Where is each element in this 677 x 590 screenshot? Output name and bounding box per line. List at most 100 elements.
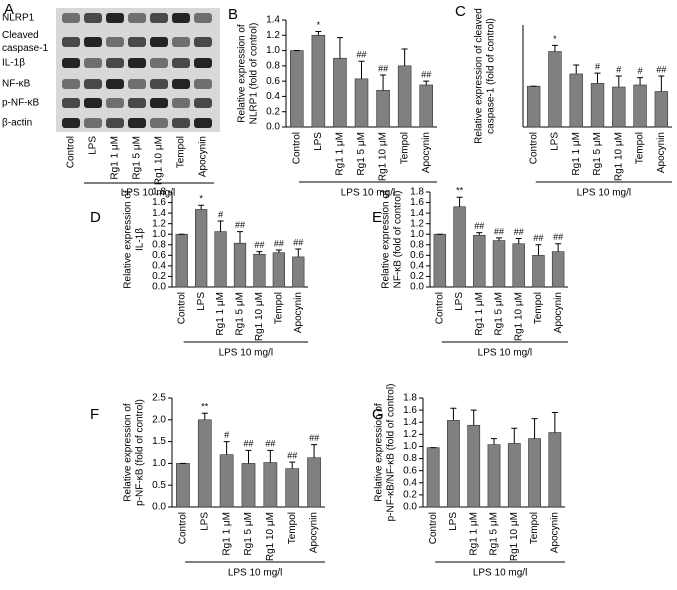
y-tick-label: 1.5 <box>152 436 166 447</box>
y-tick-label: 0.0 <box>152 502 166 513</box>
bar <box>272 252 285 288</box>
bar <box>292 256 305 288</box>
panel-letter: F <box>90 406 99 423</box>
y-tick-label: 1.6 <box>410 197 424 208</box>
y-tick-label: 1.8 <box>152 187 166 198</box>
blot-band <box>128 13 146 23</box>
y-tick-label: 1.0 <box>152 229 166 240</box>
x-tick-label: Rg1 10 μM <box>254 292 265 341</box>
y-tick-label: 0.2 <box>403 490 417 501</box>
blot-band <box>172 58 190 68</box>
y-axis-label: p-NF-κB/NF-κB (fold of control) <box>386 384 397 522</box>
x-tick-label: Apocynin <box>553 292 564 333</box>
lane-label: Tempol <box>176 136 187 168</box>
bar <box>526 85 541 128</box>
bar <box>473 234 486 288</box>
panel-letter: G <box>372 406 384 423</box>
blot-band <box>128 37 146 47</box>
y-axis-label: Relative expression of <box>237 24 248 123</box>
blot-band <box>62 58 80 68</box>
significance-label: ## <box>494 226 504 236</box>
y-tick-label: 0.0 <box>410 282 424 293</box>
bar <box>512 243 525 288</box>
blot-band <box>84 98 102 108</box>
lane-label: LPS <box>88 136 99 155</box>
bar <box>311 34 326 128</box>
y-axis-label: NF-κB (fold of control) <box>393 191 404 289</box>
significance-label: # <box>616 64 621 74</box>
bar <box>175 233 188 288</box>
y-tick-label: 0.8 <box>410 239 424 250</box>
y-axis-label: Relative expression of <box>374 403 385 502</box>
panel-letter: C <box>455 3 466 20</box>
y-axis-label: Relative expression of <box>123 190 134 289</box>
y-axis-label: NLRP1 (fold of control) <box>249 23 260 125</box>
error-bar <box>658 75 665 92</box>
error-bar <box>336 37 343 59</box>
x-tick-label: Rg1 1 μM <box>474 292 485 336</box>
y-tick-label: 1.6 <box>152 197 166 208</box>
significance-label: # <box>224 430 229 440</box>
blot-band <box>128 98 146 108</box>
error-bar <box>496 237 502 241</box>
blot-band <box>62 118 80 128</box>
significance-label: * <box>199 194 203 204</box>
bar <box>548 432 562 508</box>
x-tick-label: Rg1 1 μM <box>335 132 346 176</box>
x-tick-label: Control <box>528 132 539 164</box>
bar <box>507 443 521 508</box>
bar <box>467 424 481 508</box>
error-bar <box>511 427 518 444</box>
blot-band <box>106 13 124 23</box>
y-tick-label: 1.6 <box>403 405 417 416</box>
y-tick-label: 1.8 <box>403 393 417 404</box>
significance-label: ** <box>456 186 464 196</box>
blot-band <box>62 98 80 108</box>
y-tick-label: 1.4 <box>410 208 424 219</box>
y-tick-label: 0.0 <box>266 122 280 133</box>
error-bar <box>295 248 302 257</box>
x-tick-label: Apocynin <box>421 132 432 173</box>
x-tick-label: Rg1 5 μM <box>235 292 246 336</box>
x-tick-label: Rg1 10 μM <box>613 132 624 181</box>
blot-band <box>62 13 80 23</box>
lane-label: Control <box>66 136 77 168</box>
y-tick-label: 0.8 <box>266 60 280 71</box>
bar <box>195 209 208 288</box>
significance-label: # <box>595 62 600 72</box>
bar <box>447 420 460 508</box>
error-bar <box>551 412 558 433</box>
bar <box>333 57 347 128</box>
bar <box>214 231 227 288</box>
panel-letter: D <box>90 209 101 226</box>
x-tick-label: Rg1 5 μM <box>592 132 603 176</box>
y-tick-label: 0.8 <box>403 453 417 464</box>
y-tick-label: 1.2 <box>152 218 166 229</box>
y-axis-label: IL-1β <box>135 228 146 251</box>
y-axis-label: Relative expression of <box>381 190 392 289</box>
error-bar <box>358 60 365 79</box>
x-tick-label: Tempol <box>399 132 410 164</box>
error-bar <box>223 441 230 455</box>
blot-band <box>194 37 212 47</box>
blot-band <box>172 79 190 89</box>
blot-band <box>150 118 168 128</box>
group-label: LPS 10 mg/l <box>577 188 631 199</box>
y-tick-label: 0.4 <box>403 477 417 488</box>
bar <box>253 253 266 288</box>
x-tick-label: Rg1 1 μM <box>215 292 226 336</box>
y-tick-label: 0.4 <box>152 261 166 272</box>
x-tick-label: Rg1 10 μM <box>509 512 520 561</box>
error-bar <box>555 243 562 252</box>
x-tick-label: Rg1 10 μM <box>378 132 389 181</box>
significance-label: ## <box>656 64 666 74</box>
bar <box>548 51 562 128</box>
significance-label: ## <box>309 433 319 443</box>
y-tick-label: 1.2 <box>410 218 424 229</box>
bar <box>487 444 501 508</box>
x-tick-label: Rg1 1 μM <box>571 132 582 176</box>
blot-band <box>172 37 190 47</box>
bar <box>419 84 433 128</box>
bar <box>633 84 647 128</box>
blot-band <box>150 79 168 89</box>
